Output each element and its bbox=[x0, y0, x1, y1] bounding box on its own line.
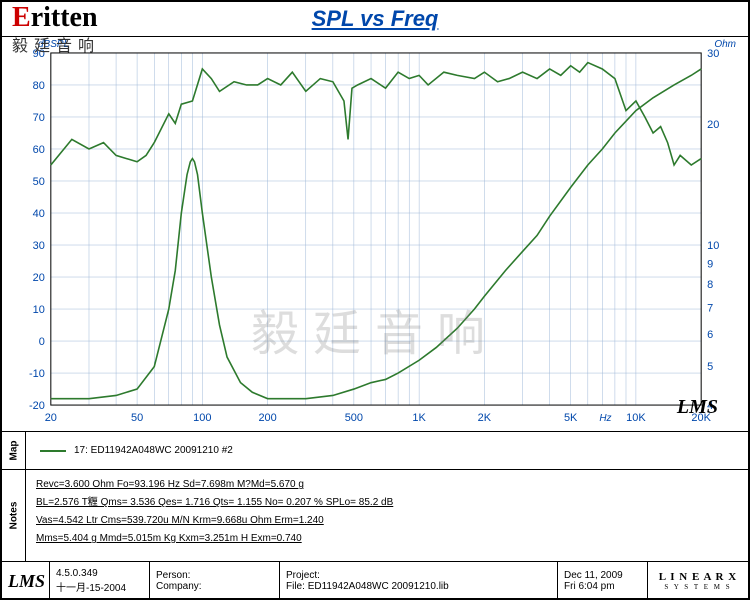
svg-text:6: 6 bbox=[707, 329, 713, 341]
legend-text: 17: ED11942A048WC 20091210 #2 bbox=[74, 445, 233, 456]
svg-text:60: 60 bbox=[33, 144, 45, 156]
chart-title: SPL vs Freq bbox=[312, 6, 439, 32]
svg-text:5K: 5K bbox=[564, 412, 578, 424]
notes-body: Revc=3.600 Ohm Fo=93.196 Hz Sd=7.698m M?… bbox=[26, 470, 748, 561]
footer-lms: LMS bbox=[2, 562, 50, 600]
footer-person: Person: Company: bbox=[150, 562, 280, 600]
svg-text:Hz: Hz bbox=[599, 413, 611, 424]
svg-text:50: 50 bbox=[33, 176, 45, 188]
logo-red-letter: E bbox=[12, 2, 31, 33]
svg-text:70: 70 bbox=[33, 112, 45, 124]
notes-line: BL=2.576 T糎 Qms= 3.536 Qes= 1.716 Qts= 1… bbox=[36, 494, 738, 512]
y-right-label: Ohm bbox=[714, 39, 736, 50]
svg-text:80: 80 bbox=[33, 80, 45, 92]
legend-row: Map 17: ED11942A048WC 20091210 #2 bbox=[2, 432, 748, 470]
svg-text:-10: -10 bbox=[29, 368, 45, 380]
svg-text:100: 100 bbox=[193, 412, 211, 424]
svg-text:1K: 1K bbox=[412, 412, 426, 424]
legend-swatch bbox=[40, 450, 66, 452]
svg-text:20: 20 bbox=[45, 412, 57, 424]
svg-text:2K: 2K bbox=[478, 412, 492, 424]
footer-row: LMS 4.5.0.349 十一月-15-2004 Person: Compan… bbox=[2, 562, 748, 600]
brand-logo: Eritten 毅廷音响 bbox=[12, 4, 100, 56]
footer-date: Dec 11, 2009 Fri 6:04 pm bbox=[558, 562, 648, 600]
svg-text:30: 30 bbox=[33, 240, 45, 252]
notes-vlabel: Notes bbox=[2, 470, 26, 561]
footer-project: Project: File: ED11942A048WC 20091210.li… bbox=[280, 562, 558, 600]
svg-text:200: 200 bbox=[258, 412, 276, 424]
legend-body: 17: ED11942A048WC 20091210 #2 bbox=[26, 432, 748, 469]
notes-row: Notes Revc=3.600 Ohm Fo=93.196 Hz Sd=7.6… bbox=[2, 470, 748, 562]
legend-vlabel: Map bbox=[2, 432, 26, 469]
logo-sub: 毅廷音响 bbox=[12, 32, 100, 56]
notes-line: Vas=4.542 Ltr Cms=539.720u M/N Krm=9.668… bbox=[36, 512, 738, 530]
svg-text:-20: -20 bbox=[29, 400, 45, 412]
chart-area: dBSPL Ohm -20-10010203040506070809045678… bbox=[2, 37, 748, 432]
logo-rest: ritten bbox=[31, 2, 98, 33]
svg-text:40: 40 bbox=[33, 208, 45, 220]
lms-plot-label: LMS bbox=[677, 396, 718, 419]
svg-text:20: 20 bbox=[33, 272, 45, 284]
footer-version: 4.5.0.349 十一月-15-2004 bbox=[50, 562, 150, 600]
svg-text:20: 20 bbox=[707, 119, 719, 131]
window: Eritten 毅廷音响 SPL vs Freq dBSPL Ohm -20-1… bbox=[0, 0, 750, 600]
title-row: SPL vs Freq bbox=[2, 2, 748, 37]
svg-text:50: 50 bbox=[131, 412, 143, 424]
svg-text:10: 10 bbox=[707, 240, 719, 252]
svg-text:9: 9 bbox=[707, 258, 713, 270]
svg-text:10K: 10K bbox=[626, 412, 646, 424]
notes-line: Revc=3.600 Ohm Fo=93.196 Hz Sd=7.698m M?… bbox=[36, 476, 738, 494]
svg-text:5: 5 bbox=[707, 361, 713, 373]
notes-line: Mms=5.404 g Mmd=5.015m Kg Kxm=3.251m H E… bbox=[36, 530, 738, 548]
svg-text:8: 8 bbox=[707, 279, 713, 291]
svg-text:7: 7 bbox=[707, 302, 713, 314]
svg-text:10: 10 bbox=[33, 304, 45, 316]
svg-text:500: 500 bbox=[345, 412, 363, 424]
svg-text:0: 0 bbox=[39, 336, 45, 348]
footer-linearx: L I N E A R X S Y S T E M S bbox=[648, 562, 748, 600]
chart-svg: -20-100102030405060708090456789102030205… bbox=[2, 37, 748, 431]
